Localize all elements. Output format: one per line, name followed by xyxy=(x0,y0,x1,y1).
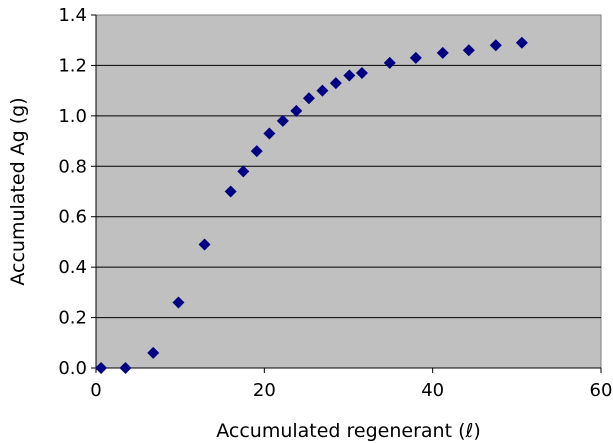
data-point xyxy=(95,362,108,374)
y-tick-label: 0.4 xyxy=(58,257,87,278)
data-point xyxy=(329,77,342,90)
y-tick-label: 0.2 xyxy=(58,308,87,329)
data-point xyxy=(302,92,315,105)
data-point xyxy=(383,56,396,69)
data-point xyxy=(462,44,475,57)
data-point xyxy=(224,185,237,198)
data-point xyxy=(355,66,368,79)
grid-lines xyxy=(96,64,601,319)
x-tick-label: 40 xyxy=(421,380,444,401)
data-point xyxy=(409,51,422,64)
data-point xyxy=(290,104,303,117)
data-point xyxy=(198,238,211,251)
x-axis-title: Accumulated regenerant (ℓ) xyxy=(216,420,481,442)
data-point xyxy=(172,296,185,309)
data-point xyxy=(119,362,132,374)
data-point xyxy=(263,127,276,140)
axes xyxy=(91,14,602,373)
y-tick-label: 1.0 xyxy=(58,106,87,127)
y-tick-label: 0.8 xyxy=(58,156,87,177)
y-axis-title: Accumulated Ag (g) xyxy=(7,97,29,285)
y-tick-label: 0.0 xyxy=(58,358,87,379)
tick-labels: 0.0 0.2 0.4 0.6 0.8 1.0 1.2 1.4 0 20 40 60 xyxy=(58,5,612,401)
data-point xyxy=(343,69,356,82)
y-tick-label: 1.4 xyxy=(58,5,87,26)
data-points xyxy=(95,36,528,374)
data-point xyxy=(276,114,289,127)
y-tick-label: 0.6 xyxy=(58,207,87,228)
data-point xyxy=(250,145,263,158)
plot-area xyxy=(95,14,602,369)
x-tick-label: 60 xyxy=(590,380,613,401)
data-point xyxy=(316,84,329,97)
data-point xyxy=(147,346,160,359)
x-tick-label: 0 xyxy=(90,380,101,401)
data-point xyxy=(489,39,502,52)
x-tick-label: 20 xyxy=(253,380,276,401)
data-point xyxy=(237,165,250,178)
data-point xyxy=(436,46,449,59)
y-tick-label: 1.2 xyxy=(58,55,87,76)
data-point xyxy=(515,36,528,49)
